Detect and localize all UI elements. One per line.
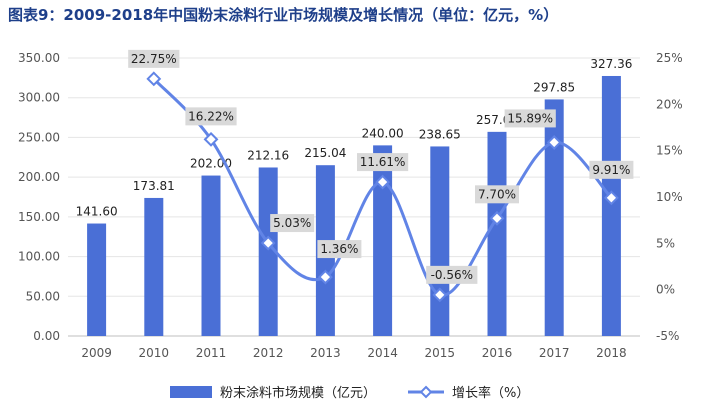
- legend-bar-swatch: [170, 386, 212, 398]
- y-right-tick-label: 10%: [656, 190, 683, 204]
- line-value-label: -0.56%: [431, 268, 473, 282]
- line-label-box: [475, 185, 519, 204]
- y-left-tick-label: 250.00: [18, 130, 60, 144]
- line-value-label: 22.75%: [131, 52, 177, 66]
- line-label-box: [128, 49, 180, 68]
- x-tick-label: 2009: [81, 346, 112, 360]
- x-tick-label: 2010: [139, 346, 170, 360]
- bar: [201, 175, 221, 336]
- bar-value-label: 240.00: [362, 126, 404, 140]
- y-right-tick-label: 5%: [656, 236, 675, 250]
- bar-value-label: 212.16: [247, 148, 289, 162]
- y-left-tick-label: 200.00: [18, 170, 60, 184]
- bar: [487, 131, 507, 336]
- line-label-box: [185, 107, 237, 126]
- line-marker: [146, 71, 162, 87]
- line-value-label: 9.91%: [592, 163, 630, 177]
- x-tick-label: 2011: [196, 346, 227, 360]
- y-right-tick-label: -5%: [656, 329, 679, 343]
- bar: [601, 75, 621, 336]
- bar-value-label: 173.81: [133, 179, 175, 193]
- line-value-label: 5.03%: [273, 216, 311, 230]
- x-tick-label: 2018: [596, 346, 627, 360]
- line-label-box: [270, 214, 315, 233]
- bar-value-label: 327.36: [590, 57, 632, 71]
- bar: [258, 167, 278, 336]
- line-marker: [489, 210, 505, 226]
- legend-line-label: 增长率（%）: [452, 385, 529, 401]
- line-marker: [546, 135, 562, 150]
- bar: [430, 146, 450, 336]
- line-value-label: 11.61%: [360, 155, 406, 169]
- y-left-tick-label: 0.00: [33, 329, 60, 343]
- y-left-tick-label: 350.00: [18, 51, 60, 65]
- x-tick-label: 2015: [425, 346, 456, 360]
- y-left-tick-label: 150.00: [18, 210, 60, 224]
- legend-bar-label: 粉末涂料市场规模（亿元）: [220, 385, 376, 401]
- line-marker: [203, 131, 219, 147]
- bar: [144, 197, 164, 336]
- bar-value-label: 297.85: [533, 80, 575, 94]
- line-value-label: 16.22%: [188, 109, 234, 123]
- y-right-tick-label: 15%: [656, 144, 683, 158]
- x-tick-label: 2013: [310, 346, 341, 360]
- y-right-tick-label: 20%: [656, 97, 683, 111]
- y-left-tick-label: 100.00: [18, 250, 60, 264]
- line-marker: [603, 190, 619, 206]
- y-left-tick-label: 50.00: [26, 289, 60, 303]
- line-label-box: [504, 109, 556, 128]
- line-label-box: [317, 240, 362, 259]
- line-value-label: 7.70%: [478, 187, 516, 201]
- x-tick-label: 2014: [367, 346, 398, 360]
- line-value-label: 15.89%: [507, 111, 553, 125]
- line-marker: [260, 235, 276, 251]
- y-left-tick-label: 300.00: [18, 91, 60, 105]
- y-right-tick-label: 0%: [656, 283, 675, 297]
- line-marker: [317, 269, 333, 285]
- bar-value-label: 215.04: [304, 146, 346, 160]
- line-value-label: 1.36%: [320, 242, 358, 256]
- line-label-box: [426, 265, 478, 284]
- bar-value-label: 141.60: [76, 205, 118, 219]
- line-marker: [375, 174, 391, 190]
- chart-title: 图表9：2009-2018年中国粉末涂料行业市场规模及增长情况（单位：亿元，%）: [8, 6, 559, 24]
- x-tick-label: 2016: [482, 346, 513, 360]
- line-marker: [432, 287, 448, 303]
- line-label-box: [589, 160, 634, 179]
- y-right-tick-label: 25%: [656, 51, 683, 65]
- bar: [544, 99, 564, 336]
- bar: [87, 223, 107, 336]
- x-tick-label: 2017: [539, 346, 570, 360]
- line-label-box: [357, 153, 409, 172]
- legend-line-marker: [419, 385, 433, 399]
- bar-value-label: 238.65: [419, 127, 461, 141]
- bar: [373, 145, 393, 336]
- x-tick-label: 2012: [253, 346, 284, 360]
